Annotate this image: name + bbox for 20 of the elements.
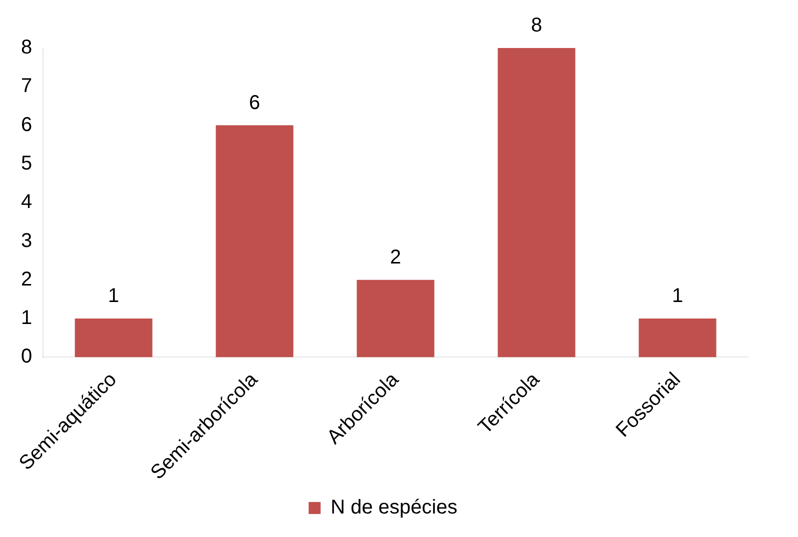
data-label: 1 <box>108 285 120 308</box>
y-tick-label: 4 <box>21 191 32 214</box>
y-tick-label: 7 <box>21 75 32 98</box>
y-tick-label: 6 <box>21 114 32 136</box>
y-tick-label: 8 <box>21 36 32 59</box>
legend-label: N de espécies <box>330 496 458 519</box>
y-tick-label: 5 <box>21 152 32 174</box>
data-label: 2 <box>390 246 402 268</box>
bar <box>356 280 434 358</box>
y-tick-label: 1 <box>21 307 32 330</box>
y-tick-label: 3 <box>21 230 32 252</box>
data-label: 6 <box>249 92 260 114</box>
y-tick-label: 2 <box>21 268 32 290</box>
data-label: 1 <box>672 285 684 308</box>
y-tick-label: 0 <box>21 346 32 368</box>
data-label: 8 <box>530 14 542 37</box>
bar <box>74 318 152 358</box>
bar <box>638 318 716 358</box>
bar <box>498 48 576 358</box>
bar <box>216 125 294 358</box>
